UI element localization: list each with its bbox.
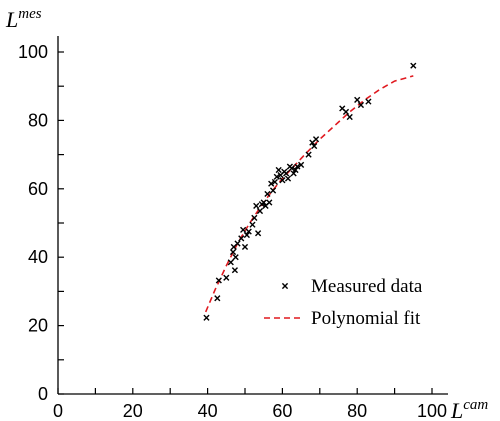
legend: Measured data Polynomial fit [264, 276, 423, 329]
x-tick-label: 60 [272, 401, 292, 421]
data-point [245, 228, 252, 235]
data-point [264, 190, 271, 198]
data-point [354, 96, 361, 103]
data-point [260, 199, 267, 206]
data-point [365, 98, 372, 105]
data-point [268, 180, 275, 187]
data-point [311, 142, 318, 150]
data-point [238, 235, 245, 242]
data-point [215, 277, 222, 284]
data-point [251, 214, 258, 221]
data-point [243, 231, 250, 239]
legend-label-fit: Polynomial fit [311, 308, 421, 329]
data-point [241, 243, 249, 251]
data-point [203, 314, 210, 321]
data-point [312, 136, 320, 143]
x-tick-label: 40 [198, 401, 218, 421]
measured-points-layer [203, 62, 417, 321]
data-point [271, 178, 279, 186]
y-tick-label: 40 [28, 247, 48, 267]
axes: 0 20 40 60 80 100 0 20 40 60 80 100 Lmes Lcam [5, 6, 488, 421]
data-point [253, 202, 260, 209]
data-point [240, 226, 247, 233]
legend-marker-measured [281, 282, 289, 290]
data-point [269, 187, 277, 194]
data-point [275, 166, 282, 174]
data-point [229, 248, 237, 256]
x-axis-title: Lcam [450, 397, 488, 421]
data-point [231, 267, 238, 274]
data-point [305, 151, 312, 158]
data-point [290, 170, 297, 177]
data-point [266, 199, 273, 206]
legend-label-measured: Measured data [311, 276, 423, 297]
data-point [214, 295, 221, 302]
data-point [283, 170, 290, 177]
data-point [223, 274, 230, 281]
data-point [346, 113, 353, 121]
data-point [288, 165, 295, 172]
y-tick-label: 60 [28, 179, 48, 199]
x-tick-label: 80 [347, 401, 367, 421]
data-point [232, 254, 239, 261]
data-point [234, 240, 241, 247]
y-tick-label: 80 [28, 110, 48, 130]
data-point [279, 177, 286, 184]
data-point [249, 221, 256, 228]
data-point [298, 161, 305, 168]
data-point [342, 108, 350, 115]
data-point [292, 166, 299, 174]
y-tick-label: 20 [28, 316, 48, 336]
y-tick-label: 0 [38, 384, 48, 404]
data-point [357, 101, 365, 109]
x-tick-label: 100 [417, 401, 447, 421]
y-axis-title: Lmes [5, 6, 42, 32]
data-point [284, 175, 292, 182]
x-tick-label: 20 [123, 401, 143, 421]
data-point [227, 259, 234, 266]
data-point [256, 207, 264, 215]
data-point [273, 173, 280, 180]
data-point [294, 163, 301, 170]
y-tick-label: 100 [18, 42, 48, 62]
data-point [410, 62, 417, 69]
data-point [254, 230, 262, 237]
x-tick-label: 0 [53, 401, 63, 421]
